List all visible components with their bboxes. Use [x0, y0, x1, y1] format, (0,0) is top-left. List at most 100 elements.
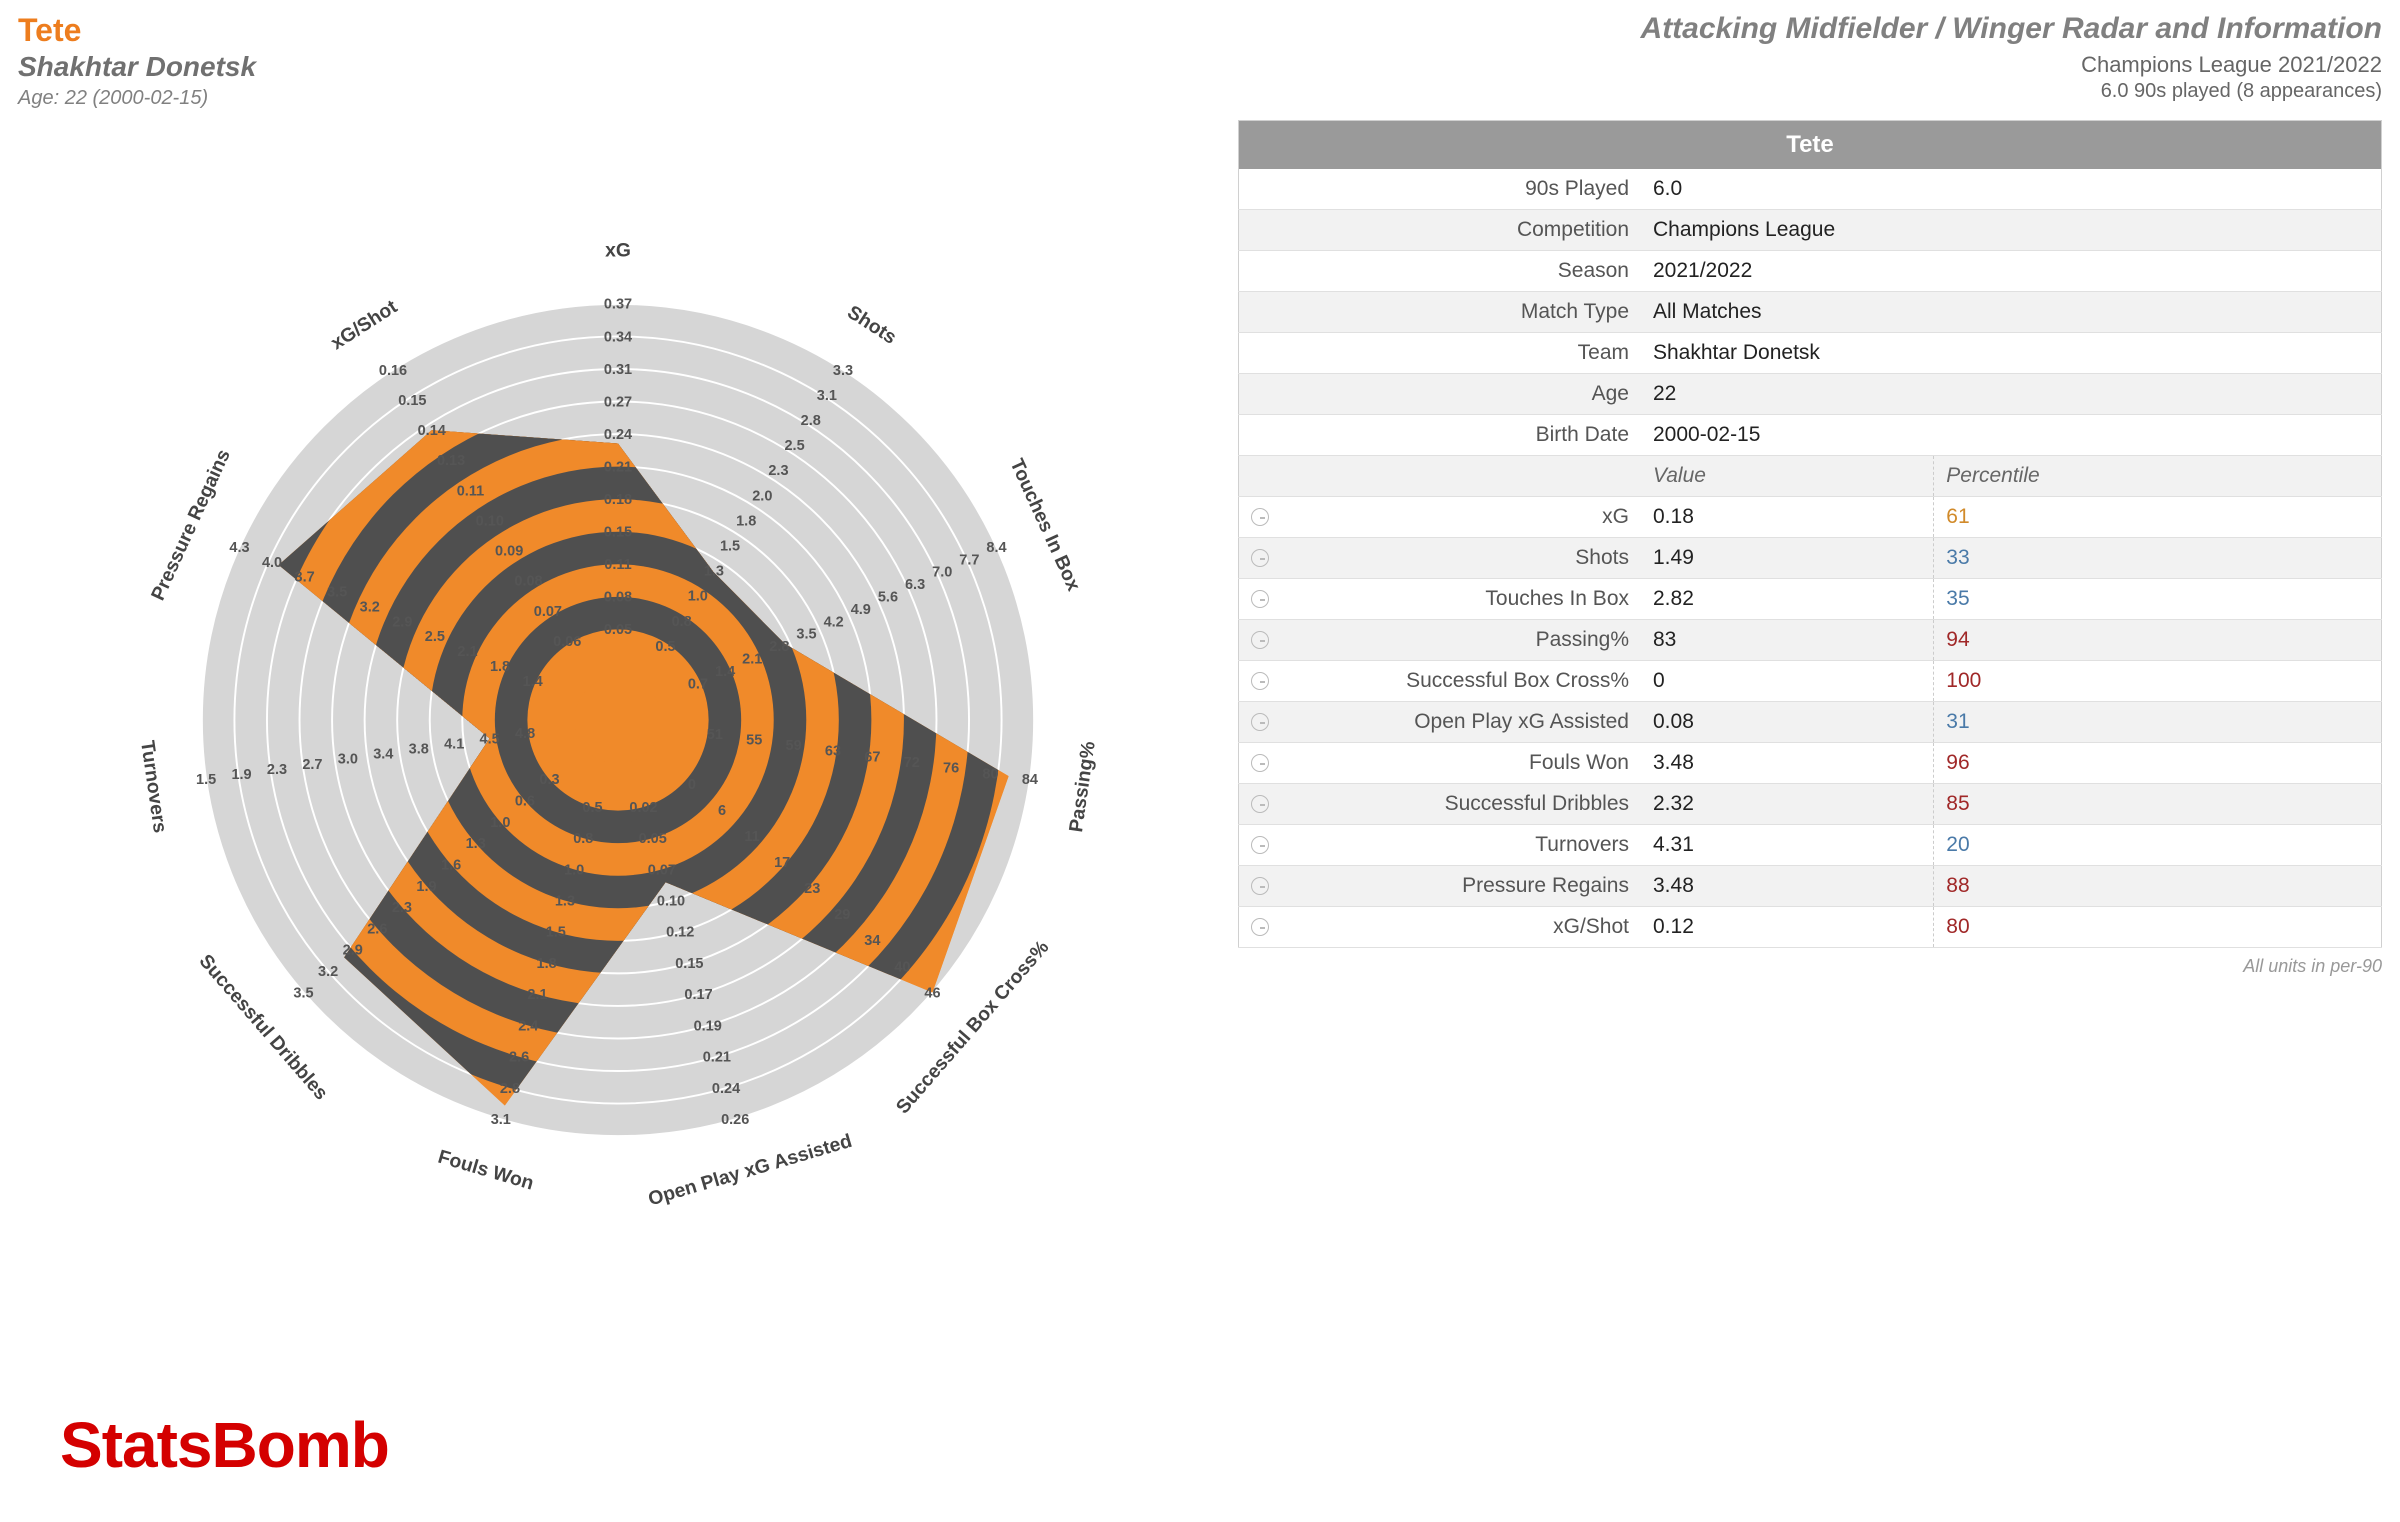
svg-text:Pressure Regains: Pressure Regains — [147, 446, 235, 604]
svg-text:3.2: 3.2 — [318, 964, 338, 980]
svg-text:3.1: 3.1 — [491, 1112, 511, 1128]
svg-text:0.5: 0.5 — [582, 800, 602, 816]
svg-text:Fouls Won: Fouls Won — [435, 1146, 536, 1195]
row-percentile: 94 — [1934, 620, 2382, 661]
table-row: Successful Box Cross%0100 — [1239, 661, 2382, 702]
svg-text:2.6: 2.6 — [509, 1050, 529, 1066]
row-value: 3.48 — [1641, 743, 1934, 784]
svg-text:0.15: 0.15 — [398, 393, 426, 409]
svg-text:4.8: 4.8 — [515, 726, 535, 742]
svg-text:4.2: 4.2 — [824, 614, 844, 630]
svg-text:xG: xG — [605, 239, 631, 261]
svg-text:4.5: 4.5 — [480, 731, 500, 747]
svg-text:1.5: 1.5 — [546, 925, 566, 941]
row-percentile: 96 — [1934, 743, 2382, 784]
svg-text:2.8: 2.8 — [769, 639, 789, 655]
minutes-line: 6.0 90s played (8 appearances) — [1641, 80, 2382, 103]
svg-text:2.5: 2.5 — [785, 438, 805, 454]
svg-text:Touches In Box: Touches In Box — [1005, 455, 1084, 594]
svg-text:6.3: 6.3 — [905, 577, 925, 593]
svg-text:0.12: 0.12 — [666, 925, 694, 941]
radar-chart: 0.050.080.110.150.180.210.240.270.310.34… — [18, 120, 1218, 1320]
percentile-header: Percentile — [1934, 456, 2382, 497]
clock-icon — [1239, 784, 1282, 825]
svg-text:55: 55 — [746, 732, 762, 748]
table-row: Touches In Box2.8235 — [1239, 579, 2382, 620]
row-percentile: 33 — [1934, 538, 2382, 579]
svg-text:0: 0 — [688, 777, 696, 793]
svg-text:46: 46 — [924, 985, 940, 1001]
svg-text:2.7: 2.7 — [302, 757, 322, 773]
svg-text:0.02: 0.02 — [629, 800, 657, 816]
svg-text:1.4: 1.4 — [715, 664, 735, 680]
svg-text:2.1: 2.1 — [742, 652, 762, 668]
table-row: Age22 — [1239, 374, 2382, 415]
svg-text:1.0: 1.0 — [490, 815, 510, 831]
svg-text:0.07: 0.07 — [648, 862, 676, 878]
table-row: Shots1.4933 — [1239, 538, 2382, 579]
svg-text:0.14: 0.14 — [418, 423, 446, 439]
row-label: 90s Played — [1281, 169, 1641, 210]
row-label: Successful Box Cross% — [1281, 661, 1641, 702]
svg-text:23: 23 — [804, 881, 820, 897]
svg-text:5.6: 5.6 — [878, 590, 898, 606]
stats-table: Tete 90s Played6.0CompetitionChampions L… — [1238, 120, 2382, 948]
clock-icon — [1239, 661, 1282, 702]
clock-icon — [1239, 497, 1282, 538]
row-label: Season — [1281, 251, 1641, 292]
svg-text:3.5: 3.5 — [293, 985, 313, 1001]
row-value: 1.49 — [1641, 538, 1934, 579]
row-label: Fouls Won — [1281, 743, 1641, 784]
row-value: 2021/2022 — [1641, 251, 2382, 292]
clock-icon — [1239, 907, 1282, 948]
svg-text:3.5: 3.5 — [796, 627, 816, 643]
svg-text:11: 11 — [744, 829, 759, 845]
svg-text:0.34: 0.34 — [604, 329, 632, 345]
svg-text:6: 6 — [718, 803, 726, 819]
row-value: 83 — [1641, 620, 1934, 661]
svg-text:1.9: 1.9 — [416, 879, 436, 895]
svg-text:0.7: 0.7 — [688, 676, 708, 692]
table-row: Birth Date2000-02-15 — [1239, 415, 2382, 456]
svg-text:2.1: 2.1 — [457, 644, 477, 660]
table-row: Match TypeAll Matches — [1239, 292, 2382, 333]
row-value: 0.18 — [1641, 497, 1934, 538]
svg-text:4.1: 4.1 — [444, 736, 464, 752]
svg-text:84: 84 — [1022, 772, 1038, 788]
svg-text:51: 51 — [707, 727, 723, 743]
row-value: 2000-02-15 — [1641, 415, 2382, 456]
svg-text:0.08: 0.08 — [514, 574, 542, 590]
svg-text:0.15: 0.15 — [604, 525, 632, 541]
svg-text:0.09: 0.09 — [495, 544, 523, 560]
svg-text:0.05: 0.05 — [639, 831, 667, 847]
svg-text:0.13: 0.13 — [437, 453, 465, 469]
svg-text:0.17: 0.17 — [684, 987, 712, 1003]
svg-text:0.08: 0.08 — [604, 590, 632, 606]
row-value: 2.82 — [1641, 579, 1934, 620]
svg-text:76: 76 — [943, 761, 959, 777]
clock-icon — [1239, 866, 1282, 907]
row-value: 0.08 — [1641, 702, 1934, 743]
svg-text:1.8: 1.8 — [736, 513, 756, 529]
svg-text:1.0: 1.0 — [688, 589, 708, 605]
table-row: Fouls Won3.4896 — [1239, 743, 2382, 784]
row-percentile: 88 — [1934, 866, 2382, 907]
svg-text:3.7: 3.7 — [295, 570, 315, 586]
svg-text:4.9: 4.9 — [851, 602, 871, 618]
svg-text:0.11: 0.11 — [604, 557, 631, 573]
row-percentile: 100 — [1934, 661, 2382, 702]
row-label: Touches In Box — [1281, 579, 1641, 620]
row-label: xG — [1281, 497, 1641, 538]
row-value: 4.31 — [1641, 825, 1934, 866]
clock-icon — [1239, 825, 1282, 866]
clock-icon — [1239, 743, 1282, 784]
svg-text:2.9: 2.9 — [392, 614, 412, 630]
row-label: Match Type — [1281, 292, 1641, 333]
row-value: 0.12 — [1641, 907, 1934, 948]
row-label: Turnovers — [1281, 825, 1641, 866]
svg-text:2.0: 2.0 — [752, 488, 772, 504]
svg-text:0.24: 0.24 — [712, 1081, 740, 1097]
svg-text:7.7: 7.7 — [959, 552, 979, 568]
clock-icon — [1239, 702, 1282, 743]
svg-text:0.11: 0.11 — [457, 483, 484, 499]
